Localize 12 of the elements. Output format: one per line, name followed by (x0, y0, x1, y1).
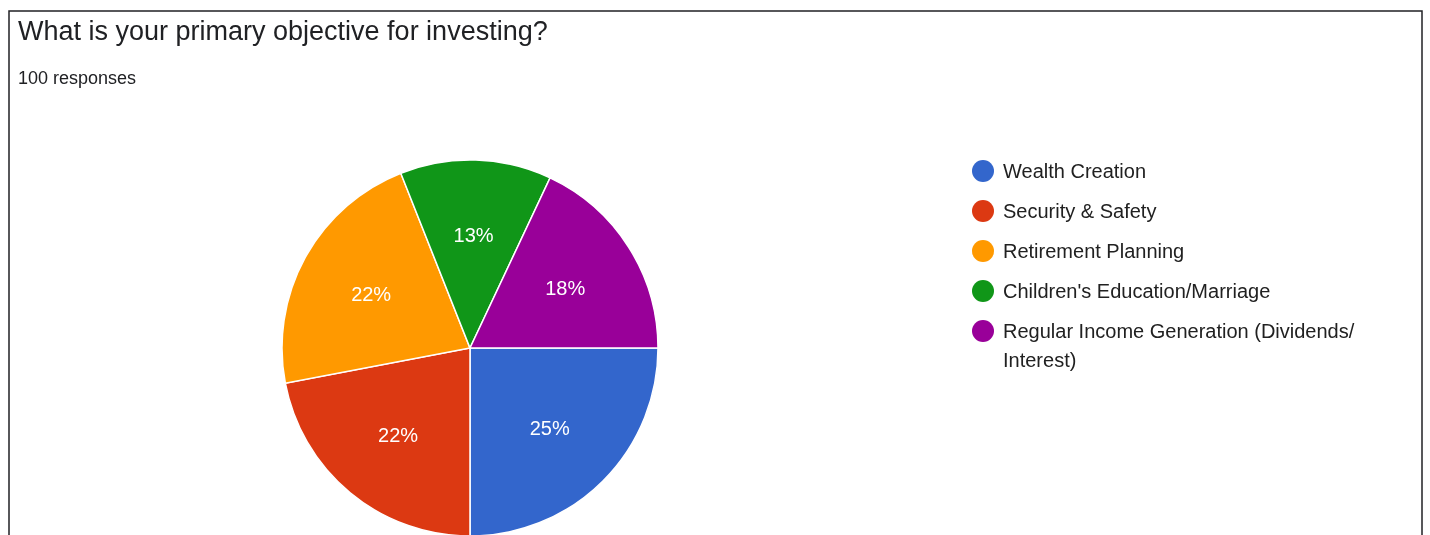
text: 100 responses (18, 68, 137, 88)
legend-label: Retirement Planning (1003, 240, 1185, 262)
data-label: 25% (529, 416, 570, 439)
legend-label: Children's Education/Marriage (1003, 280, 1271, 302)
chart-title: What is your primary objective for investing? (18, 16, 548, 46)
data-label: 13% (453, 224, 494, 247)
data-label: 18% (545, 276, 586, 299)
data-label: 22% (351, 282, 392, 305)
legend-label: Regular Income Generation (Dividends/Interest) (1003, 320, 1355, 371)
data-label: 22% (378, 423, 419, 446)
legend-label: Wealth Creation (1003, 160, 1147, 182)
legend-label: Security & Safety (1003, 200, 1157, 222)
